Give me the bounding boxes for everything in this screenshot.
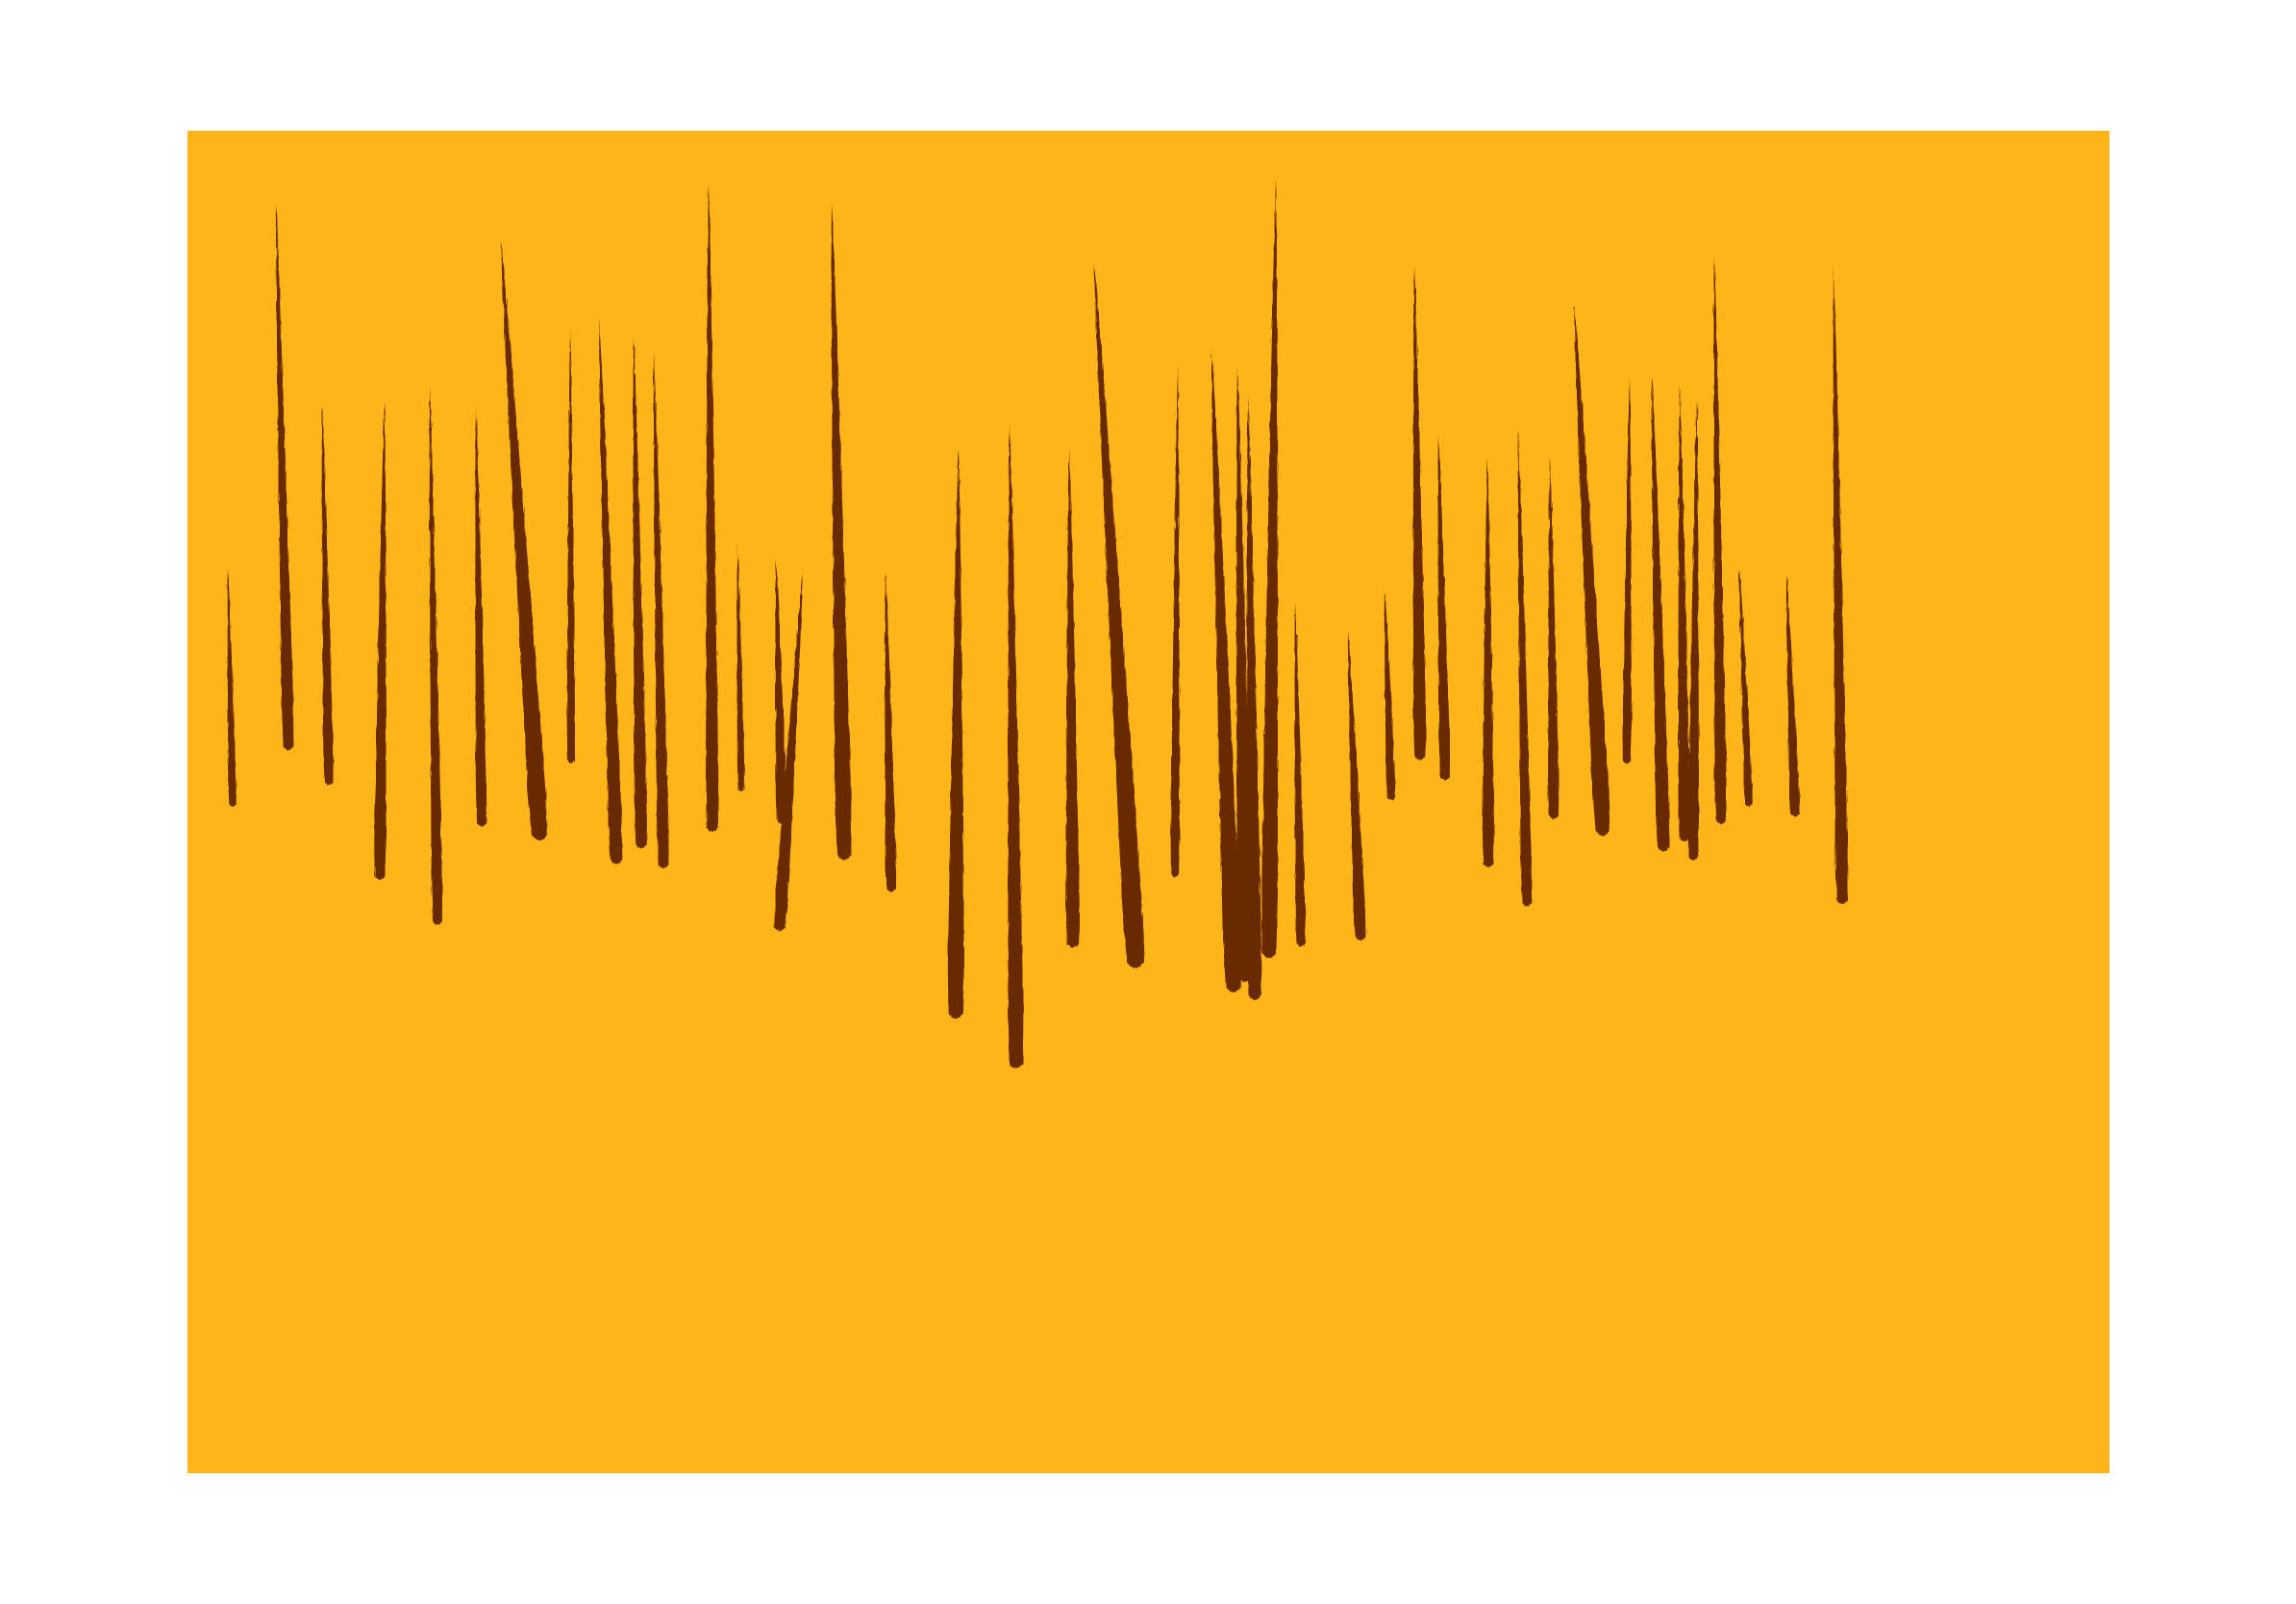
brush-stroke [1170,363,1180,877]
brush-stroke [706,180,719,833]
brush-stroke [1008,420,1024,1069]
brush-stroke [501,238,548,840]
brush-stroke [1347,627,1366,940]
brush-stroke [1651,372,1670,852]
brush-stroke [831,199,852,861]
brush-stroke [1678,382,1690,841]
brush-stroke [475,401,487,827]
brush-stroke [774,569,803,932]
brush-stroke [1211,343,1242,992]
brush-stroke [1517,425,1532,907]
brush-stroke [1094,260,1145,968]
brush-stroke [429,382,442,925]
brush-stroke [633,334,647,849]
artwork-panel [187,131,2109,1473]
brush-stroke [1785,569,1800,817]
brush-stroke [885,569,897,892]
brush-stroke [1384,584,1396,800]
brush-stroke [653,348,669,868]
brush-stroke [1246,391,1261,1000]
brush-stroke [1437,430,1450,781]
brush-stroke [374,396,387,880]
brush-stroke [1261,175,1278,959]
brush-strokes [227,175,1848,1069]
brush-stroke [1574,297,1610,837]
brush-stroke [1065,444,1080,948]
brush-stroke [227,564,237,807]
brush-stroke [1833,262,1848,905]
brush-stroke [1622,372,1632,764]
brush-stroke [1412,262,1427,761]
brush-stroke [1713,252,1727,824]
brush-stroke [1687,396,1699,861]
brush-stroke [775,555,787,824]
brush-stroke [321,401,334,786]
brush-stroke [1739,560,1753,807]
brush-stroke [947,444,964,1019]
brush-stroke [599,314,623,865]
brush-stroke [1482,454,1494,867]
brush-stroke [566,324,576,764]
brush-stroke [1548,454,1560,819]
brush-stroke [1294,598,1306,947]
brush-stroke [736,540,745,792]
brush-stroke [275,199,294,750]
